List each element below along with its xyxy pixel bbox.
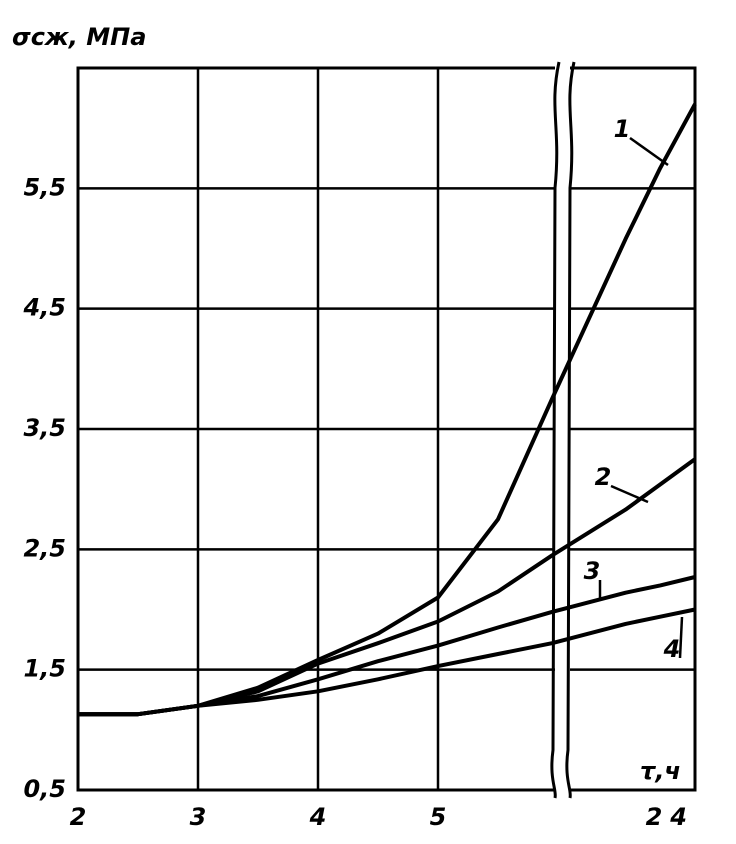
axis-break-line [565, 61, 576, 799]
x-tick-label: 3 [190, 803, 207, 831]
series-label: 2 [595, 463, 612, 491]
y-tick-label: 3,5 [23, 414, 66, 442]
series-label: 1 [614, 115, 631, 143]
series-leader [678, 616, 684, 659]
y-tick-label: 4,5 [22, 294, 66, 322]
data-line [78, 575, 696, 717]
series-leader [629, 136, 669, 167]
x-tick-label: 4 [309, 803, 327, 831]
x-tick-label: 24 [646, 803, 695, 831]
y-tick-label: 5,5 [23, 173, 66, 201]
axis-break-gap [555, 62, 570, 796]
series-label: 3 [584, 557, 601, 585]
x-axis-label: τ,ч [640, 757, 681, 785]
x-tick-label: 2 [70, 803, 87, 831]
series-label: 4 [663, 635, 681, 663]
y-tick-label: 2,5 [23, 534, 66, 562]
x-tick-label: 5 [430, 803, 447, 831]
y-tick-label: 1,5 [23, 655, 66, 683]
y-axis-label: σсж, МПа [12, 23, 146, 51]
series-leader [610, 484, 649, 504]
y-tick-label: 0,5 [23, 775, 66, 803]
data-line [78, 103, 697, 717]
axis-break-line [550, 61, 561, 799]
data-line [78, 607, 696, 717]
